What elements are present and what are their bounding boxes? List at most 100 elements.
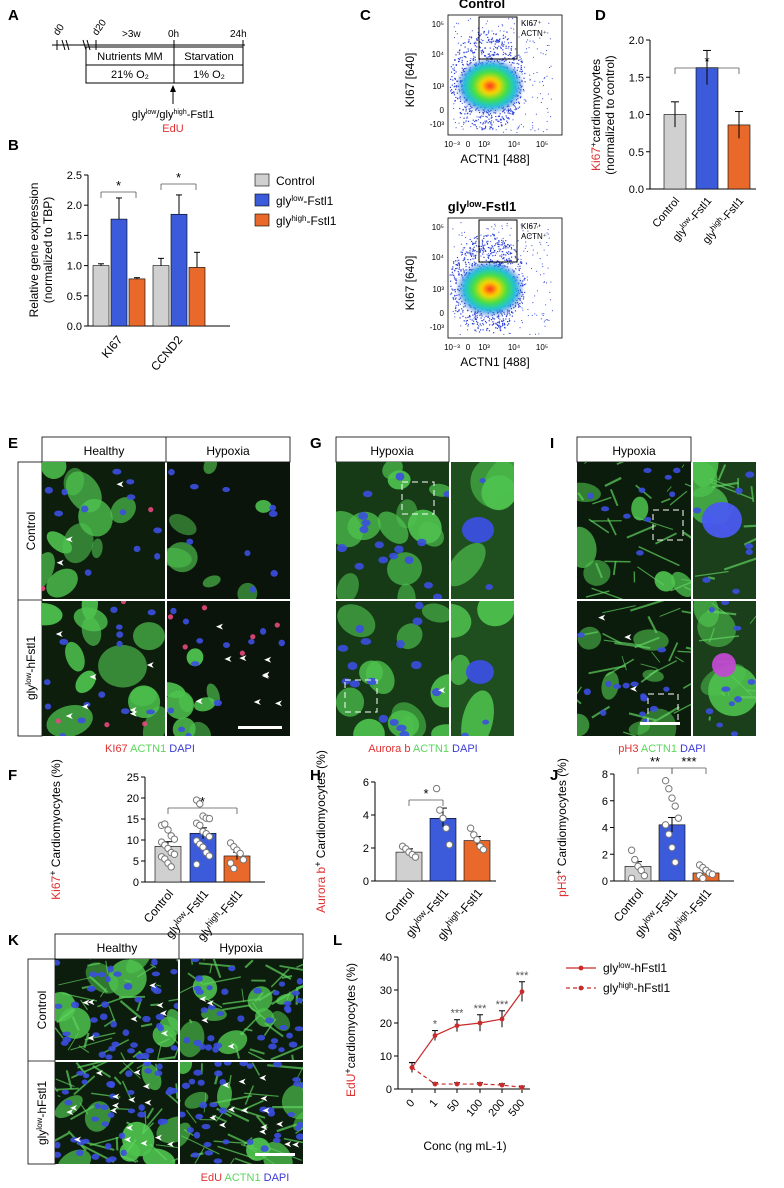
c-event-dot [486,241,488,243]
c-event-dot [518,102,521,105]
e-hypoxia-glylow-nucleus [185,732,192,736]
b-y-label: Relative gene expression [27,183,41,318]
c-event-dot [457,304,460,306]
c-event-dot [504,57,506,59]
c-event-dot [501,42,503,45]
e-healthy-glylow-nucleus [59,638,69,645]
c-event-dot [493,228,495,230]
c-event-dot [457,23,459,25]
c-event-dot [488,53,490,55]
c-event-dot [460,44,462,46]
g-glylow-main-nucleus [378,714,389,723]
l-point [432,1081,438,1087]
c-event-dot [539,81,541,83]
e-hypoxia-glylow-positive-nucleus [239,650,245,656]
l-legend-post: -hFstl1 [633,981,670,995]
c-event-dot [474,329,476,331]
c-event-dot [479,34,481,37]
k-healthy-glylow-nucleus [101,1121,109,1127]
c-x-tick: 10⁻³ [444,140,460,149]
c-event-dot [486,56,488,58]
i-control-zoom-fiber [694,570,729,577]
c-event-dot [480,317,482,319]
c-event-dot [475,262,477,264]
k-healthy-glylow-nucleus [127,1108,136,1114]
k-healthy-control-nucleus [151,971,161,977]
k-healthy-control-content [55,959,178,1060]
c-event-dot [510,247,512,249]
c-event-dot [514,320,516,322]
i-control-main-nucleus [664,474,672,480]
c-event-dot [480,117,482,119]
c-event-dot [500,46,502,48]
c-event-dot [455,278,457,280]
c-event-dot [456,300,458,302]
i-glylow-zoom-fiber [711,602,727,614]
b-y-axis-tick-label: 0.0 [67,321,82,333]
i-control-zoom-fiber [711,481,739,489]
k-hypoxia-control-nucleus [216,1011,225,1017]
c-event-dot [455,64,457,66]
k-healthy-glylow-nucleus [94,1103,101,1109]
c-event-dot [481,53,483,55]
c-event-dot [493,250,496,252]
c-event-dot [501,254,503,256]
g-glylow-main-arrowhead [438,687,446,694]
c-event-dot [548,319,550,321]
i-control-main-cell [577,526,597,568]
c-event-dot [522,298,525,300]
k-healthy-glylow-nucleus [55,1141,61,1149]
c-event-dot [479,245,481,248]
f-data-point [170,850,179,858]
c-event-dot [539,93,541,95]
k-hypoxia-glylow-fiber [181,1135,220,1155]
c-event-dot [461,61,463,63]
c-event-dot [488,118,490,120]
c-event-dot [469,252,471,255]
c-event-dot [481,42,483,44]
c-event-dot [473,57,475,60]
c-event-dot [495,40,498,42]
i-control-main-fiber [670,581,691,592]
k-hypoxia-glylow-nucleus [292,1077,301,1082]
c-event-dot [489,258,492,261]
k-hypoxia-control-arrowhead [206,1000,214,1007]
i-control-main-content [577,462,691,599]
c-event-dot [501,239,503,241]
c-event-dot [472,314,474,316]
c-event-dot [520,61,522,63]
c-event-dot [510,49,512,51]
k-hypoxia-glylow-fiber [251,1062,261,1076]
c-event-dot [507,247,509,249]
c-density-core [456,261,524,317]
k-hypoxia-control-nucleus [257,1034,266,1041]
c-event-dot [468,110,471,112]
c-event-dot [478,325,480,327]
k-hypoxia-glylow-fiber [217,1145,256,1160]
k-hypoxia-control-fiber [198,962,235,968]
c-event-dot [461,67,463,69]
c-event-dot [547,267,549,269]
c-event-dot [494,327,496,329]
l-sig-star: * [433,1019,438,1031]
c-gate [478,16,518,60]
c-event-dot [515,108,518,110]
c-event-dot [504,247,506,249]
c-event-dot [479,249,481,251]
c-event-dot [491,116,493,118]
c-event-dot [497,120,499,123]
c-event-dot [480,39,482,41]
c-event-dot [491,37,493,39]
f-y-axis-tick-label: 5 [133,856,139,868]
k-healthy-glylow-arrowhead [154,1134,162,1141]
c-event-dot [519,302,521,305]
c-event-dot [483,128,485,130]
g-glylow-main-nucleus [415,601,424,610]
c-event-dot [524,24,526,26]
i-glylow-main-nucleus [649,705,659,712]
k-healthy-control-nucleus [89,971,98,978]
c-event-dot [494,243,497,245]
k-healthy-control-nucleus [130,1042,138,1048]
c-event-dot [531,23,533,25]
